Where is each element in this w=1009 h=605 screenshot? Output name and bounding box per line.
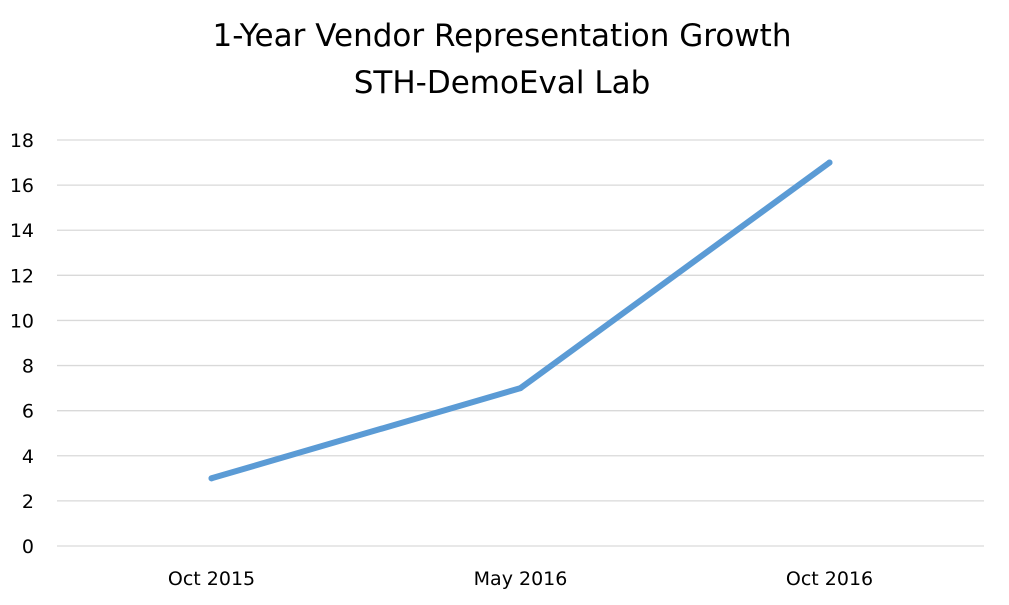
y-tick-label: 8	[22, 356, 34, 378]
data-point	[517, 385, 524, 392]
y-tick-label: 16	[10, 175, 34, 197]
data-point	[208, 475, 215, 482]
y-tick-label: 2	[22, 491, 34, 513]
data-point	[826, 159, 833, 166]
y-tick-label: 12	[10, 265, 34, 287]
y-axis-tick-labels: 0 2 4 6 8 10 12 14 16 18	[10, 130, 34, 558]
series-layer	[208, 159, 833, 482]
x-tick-label: May 2016	[474, 568, 568, 590]
y-tick-label: 14	[10, 220, 34, 242]
x-tick-label: Oct 2016	[786, 568, 873, 590]
x-axis-tick-labels: Oct 2015 May 2016 Oct 2016	[168, 568, 873, 590]
y-tick-label: 6	[22, 401, 34, 423]
y-tick-label: 4	[22, 446, 34, 468]
y-tick-label: 10	[10, 310, 34, 332]
y-tick-label: 0	[22, 536, 34, 558]
chart-subtitle: STH-DemoEval Lab	[354, 65, 651, 101]
y-tick-label: 18	[10, 130, 34, 152]
x-tick-label: Oct 2015	[168, 568, 255, 590]
gridlines	[57, 139, 984, 547]
chart-title: 1-Year Vendor Representation Growth	[213, 18, 792, 54]
